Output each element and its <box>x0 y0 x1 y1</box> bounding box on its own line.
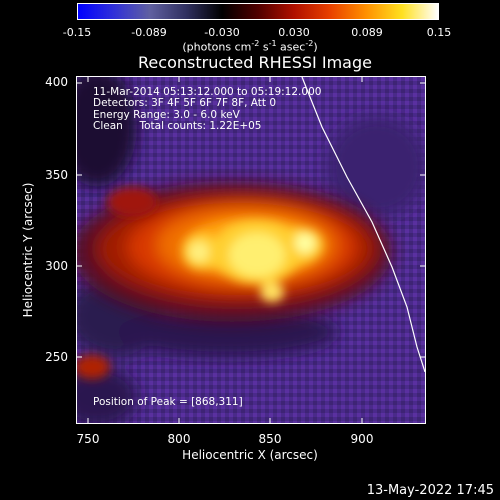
minor-sources <box>77 187 157 379</box>
x-tick-label: 900 <box>350 432 374 446</box>
y-tick-label: 250 <box>45 350 68 364</box>
flare-core <box>182 217 324 302</box>
colorbar-tick: -0.15 <box>62 26 92 39</box>
x-tick-label: 850 <box>258 432 282 446</box>
detectors-label: Detectors: 3F 4F 5F 6F 7F 8F, Att 0 <box>93 97 277 109</box>
rhessi-image: 11-Mar-2014 05:13:12.000 to 05:19:12.000… <box>76 76 426 424</box>
time-range-label: 11-Mar-2014 05:13:12.000 to 05:19:12.000 <box>93 86 322 98</box>
x-axis-label: Heliocentric X (arcsec) <box>182 448 318 462</box>
colorbar <box>77 3 439 20</box>
clean-counts-label: Clean Total counts: 1.22E+05 <box>93 120 262 132</box>
energy-range-label: Energy Range: 3.0 - 6.0 keV <box>93 109 240 121</box>
colorbar-tick: -0.030 <box>204 26 240 39</box>
y-tick-label: 350 <box>45 168 68 182</box>
image-title: Reconstructed RHESSI Image <box>138 53 372 72</box>
colorbar-tick: -0.089 <box>131 26 167 39</box>
peak-position-label: Position of Peak = [868,311] <box>93 396 243 408</box>
colorbar-tick: 0.030 <box>278 26 310 39</box>
x-tick-label: 750 <box>76 432 100 446</box>
solar-limb-line <box>301 77 425 373</box>
colorbar-tick: 0.089 <box>351 26 383 39</box>
y-tick-label: 400 <box>45 75 68 89</box>
x-tick-label: 800 <box>167 432 191 446</box>
image-map <box>77 77 425 423</box>
colorbar-tick: 0.15 <box>426 26 452 39</box>
datestamp: 13-May-2022 17:45 <box>366 483 494 498</box>
colorbar-units: (photons cm-2 s-1 asec-2) <box>182 39 318 54</box>
y-tick-label: 300 <box>45 259 68 273</box>
y-axis-label: Heliocentric Y (arcsec) <box>21 182 35 318</box>
